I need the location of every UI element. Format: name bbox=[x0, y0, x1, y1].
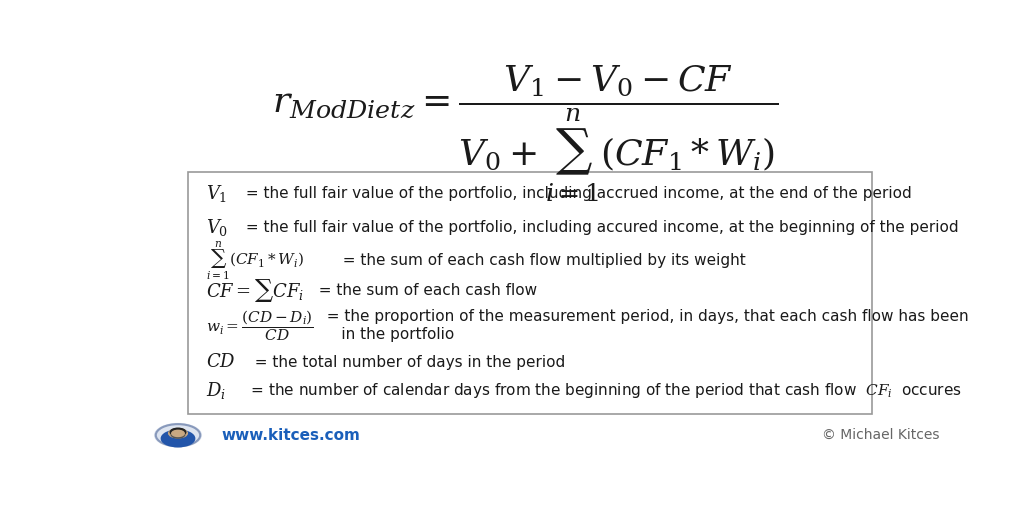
Text: $V_1$: $V_1$ bbox=[206, 183, 227, 204]
Text: = the sum of each cash flow multiplied by its weight: = the sum of each cash flow multiplied b… bbox=[333, 252, 745, 268]
Text: = the proportion of the measurement period, in days, that each cash flow has bee: = the proportion of the measurement peri… bbox=[316, 309, 969, 342]
Circle shape bbox=[155, 423, 202, 447]
Circle shape bbox=[171, 432, 184, 438]
Text: = the total number of days in the period: = the total number of days in the period bbox=[246, 355, 565, 370]
Text: $CD$: $CD$ bbox=[206, 353, 236, 371]
Text: © Michael Kitces: © Michael Kitces bbox=[822, 428, 940, 442]
Text: www.kitces.com: www.kitces.com bbox=[221, 428, 360, 443]
Circle shape bbox=[170, 428, 185, 436]
Text: $CF = \sum CF_i$: $CF = \sum CF_i$ bbox=[206, 278, 304, 305]
Text: = the full fair value of the portfolio, including accrued income, at the end of : = the full fair value of the portfolio, … bbox=[242, 186, 912, 201]
Circle shape bbox=[172, 430, 184, 437]
Text: = the sum of each cash flow: = the sum of each cash flow bbox=[309, 283, 537, 298]
Text: $r_{ModDietz} = \dfrac{V_1 - V_0 - CF}{V_0 + \sum_{i=1}^{n}(CF_1 * W_i)}$: $r_{ModDietz} = \dfrac{V_1 - V_0 - CF}{V… bbox=[271, 65, 778, 204]
Text: = the full fair value of the portfolio, including accured income, at the beginni: = the full fair value of the portfolio, … bbox=[242, 220, 959, 236]
Circle shape bbox=[169, 429, 187, 438]
Circle shape bbox=[162, 430, 195, 447]
Text: $V_0$: $V_0$ bbox=[206, 217, 228, 238]
Text: $D_i$: $D_i$ bbox=[206, 380, 226, 401]
Text: $\sum_{i=1}^{n}(CF_1 * W_i)$: $\sum_{i=1}^{n}(CF_1 * W_i)$ bbox=[206, 239, 304, 282]
FancyBboxPatch shape bbox=[187, 172, 871, 414]
Text: = the number of calendar days from the beginning of the period that cash flow  $: = the number of calendar days from the b… bbox=[242, 381, 963, 400]
Text: $w_i = \dfrac{(CD-D_i)}{CD}$: $w_i = \dfrac{(CD-D_i)}{CD}$ bbox=[206, 308, 313, 343]
